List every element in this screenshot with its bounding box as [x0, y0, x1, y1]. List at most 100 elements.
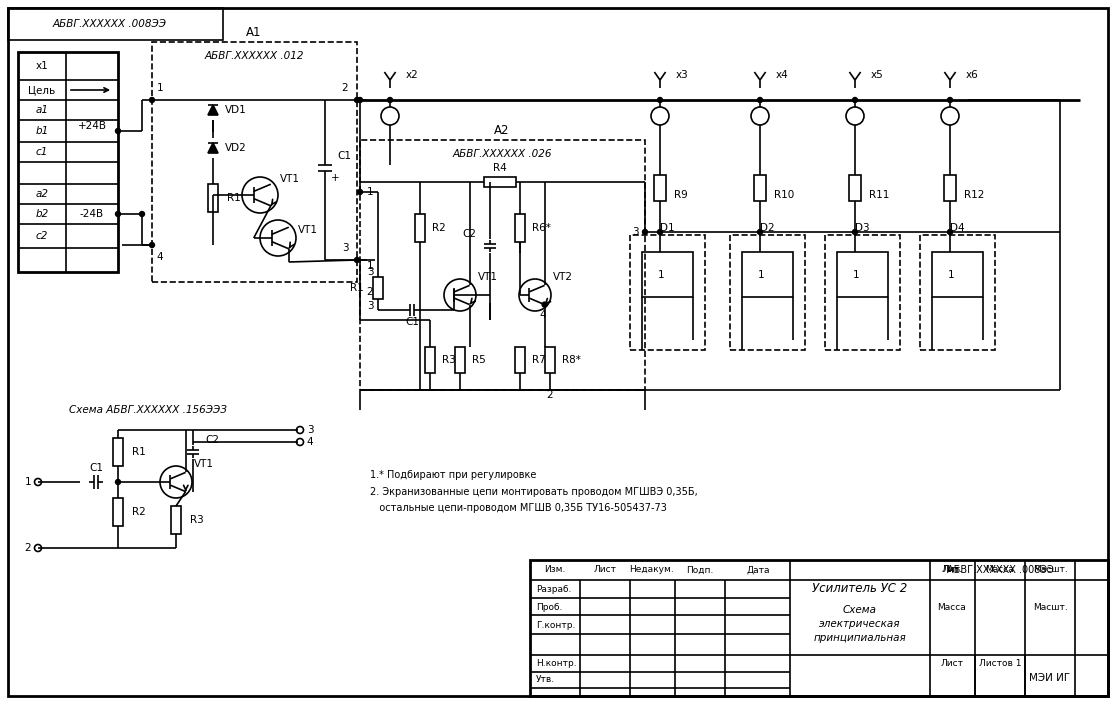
- Text: C2: C2: [462, 229, 477, 239]
- Text: Г.контр.: Г.контр.: [536, 620, 576, 629]
- Text: принципиальная: принципиальная: [814, 633, 906, 643]
- Text: 2. Экранизованные цепи монтировать проводом МГШВЭ 0,35Б,: 2. Экранизованные цепи монтировать прово…: [371, 487, 698, 497]
- Circle shape: [542, 302, 547, 307]
- Text: 1: 1: [367, 187, 374, 197]
- Circle shape: [150, 242, 154, 248]
- Bar: [920, 235, 995, 350]
- Bar: [18, 52, 118, 272]
- Text: VD2: VD2: [225, 143, 247, 153]
- Text: VD1: VD1: [225, 105, 247, 115]
- Bar: [484, 177, 516, 187]
- Circle shape: [853, 97, 857, 103]
- Bar: [113, 498, 123, 526]
- Text: C1: C1: [337, 151, 352, 161]
- Bar: [825, 235, 899, 350]
- Text: Усилитель УС 2: Усилитель УС 2: [812, 582, 907, 594]
- Text: R6*: R6*: [532, 223, 551, 233]
- Circle shape: [115, 479, 121, 484]
- Text: x2: x2: [406, 70, 418, 80]
- Text: x4: x4: [776, 70, 789, 80]
- Circle shape: [115, 129, 121, 134]
- Text: R1: R1: [227, 193, 241, 203]
- Text: 1: 1: [25, 477, 31, 487]
- Bar: [514, 347, 525, 373]
- Text: 2: 2: [341, 83, 348, 93]
- Text: Н.контр.: Н.контр.: [536, 658, 577, 667]
- Text: VT2: VT2: [554, 272, 573, 282]
- Bar: [944, 175, 956, 201]
- Text: Цель: Цель: [28, 85, 56, 95]
- Bar: [8, 8, 223, 40]
- Bar: [208, 184, 218, 212]
- Text: A2: A2: [494, 123, 510, 137]
- Text: 1: 1: [853, 270, 859, 280]
- Text: 1.* Подбирают при регулировке: 1.* Подбирают при регулировке: [371, 470, 537, 480]
- Text: МЭИ ИГ: МЭИ ИГ: [1029, 673, 1070, 683]
- Bar: [932, 252, 983, 297]
- Text: c2: c2: [36, 231, 48, 241]
- Text: R8*: R8*: [562, 355, 580, 365]
- Text: 4: 4: [307, 437, 314, 447]
- Text: VT1: VT1: [298, 225, 318, 235]
- Circle shape: [140, 211, 144, 217]
- Bar: [742, 252, 793, 297]
- Text: VT1: VT1: [194, 459, 214, 469]
- Circle shape: [651, 107, 668, 125]
- Text: R9: R9: [674, 190, 687, 200]
- Text: R1: R1: [350, 283, 364, 293]
- Text: a1: a1: [36, 105, 48, 115]
- Text: x6: x6: [966, 70, 979, 80]
- Text: АБВГ.XXXXXX .026: АБВГ.XXXXXX .026: [452, 149, 551, 159]
- Bar: [152, 42, 357, 282]
- Bar: [654, 175, 666, 201]
- Circle shape: [387, 97, 393, 103]
- Text: R11: R11: [869, 190, 889, 200]
- Text: R5: R5: [472, 355, 485, 365]
- Text: Недакум.: Недакум.: [629, 565, 674, 574]
- Text: c1: c1: [36, 147, 48, 157]
- Text: Схема: Схема: [843, 605, 877, 615]
- Text: 1: 1: [758, 270, 764, 280]
- Text: Лит.: Лит.: [943, 565, 963, 574]
- Text: b1: b1: [36, 126, 49, 136]
- Text: 3: 3: [367, 301, 374, 311]
- Text: 4: 4: [540, 310, 547, 320]
- Circle shape: [297, 439, 304, 446]
- Circle shape: [947, 97, 952, 103]
- Text: x1: x1: [36, 61, 48, 71]
- Text: a2: a2: [36, 189, 48, 199]
- Text: R7: R7: [532, 355, 546, 365]
- Text: 2: 2: [547, 390, 554, 400]
- Text: VT1: VT1: [478, 272, 498, 282]
- Text: R3: R3: [190, 515, 204, 525]
- Circle shape: [758, 97, 762, 103]
- Bar: [415, 214, 425, 242]
- Text: D2: D2: [760, 223, 775, 233]
- Circle shape: [35, 479, 41, 486]
- Text: Лит.: Лит.: [942, 565, 962, 574]
- Text: R2: R2: [132, 507, 146, 517]
- Text: 1: 1: [947, 270, 954, 280]
- Text: АБВГ.XXXXXX .008ЭЭ: АБВГ.XXXXXX .008ЭЭ: [52, 19, 167, 29]
- Text: Масшт.: Масшт.: [1032, 603, 1067, 612]
- Text: -24В: -24В: [80, 209, 104, 219]
- Circle shape: [160, 466, 192, 498]
- Text: Утв.: Утв.: [536, 676, 555, 684]
- Text: 2: 2: [367, 287, 374, 297]
- Circle shape: [355, 258, 359, 263]
- Text: Лист: Лист: [594, 565, 616, 574]
- Circle shape: [751, 107, 769, 125]
- Bar: [642, 252, 693, 297]
- Text: b2: b2: [36, 209, 49, 219]
- Circle shape: [357, 189, 363, 194]
- Circle shape: [853, 230, 857, 234]
- Text: C1: C1: [89, 463, 103, 473]
- Text: C1: C1: [405, 317, 418, 327]
- Circle shape: [941, 107, 959, 125]
- Circle shape: [260, 220, 296, 256]
- Text: Проб.: Проб.: [536, 603, 562, 612]
- Circle shape: [355, 97, 359, 103]
- Text: 3: 3: [632, 227, 638, 237]
- Text: +24В: +24В: [77, 121, 106, 131]
- Text: R1: R1: [132, 447, 146, 457]
